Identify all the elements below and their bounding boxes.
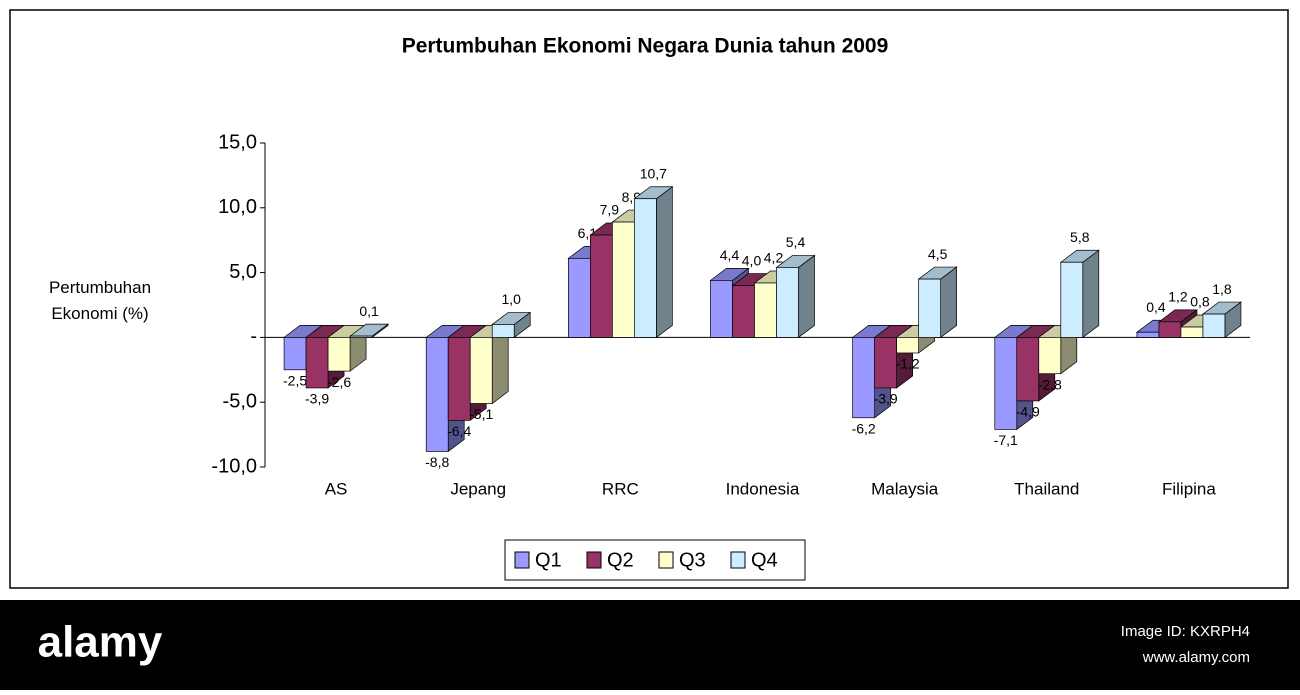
bar bbox=[917, 266, 958, 339]
bar bbox=[349, 323, 390, 339]
watermark-url: www.alamy.com bbox=[1142, 649, 1250, 666]
value-label: -3,9 bbox=[874, 391, 898, 407]
bar-front bbox=[1038, 337, 1062, 375]
y-tick-label: -10,0 bbox=[211, 455, 257, 477]
value-label: -7,1 bbox=[994, 432, 1018, 448]
bar-front bbox=[305, 337, 329, 389]
value-label: -3,9 bbox=[305, 391, 329, 407]
value-label: -2,8 bbox=[1038, 376, 1062, 392]
bar-front bbox=[447, 337, 471, 421]
value-label: 7,9 bbox=[600, 202, 620, 218]
value-label: 4,2 bbox=[764, 250, 784, 266]
bar-front bbox=[732, 285, 755, 338]
legend-swatch bbox=[730, 551, 746, 569]
value-label: -1,2 bbox=[896, 356, 920, 372]
bar bbox=[1201, 301, 1242, 339]
bar-front bbox=[754, 282, 777, 338]
y-tick-label: 5,0 bbox=[229, 261, 257, 283]
bar-side bbox=[1082, 249, 1100, 339]
value-label: 4,4 bbox=[720, 247, 740, 263]
bar-front bbox=[327, 337, 351, 372]
x-tick-label: Malaysia bbox=[871, 479, 939, 498]
legend-label: Q1 bbox=[535, 549, 562, 571]
value-label: 0,8 bbox=[1190, 294, 1210, 310]
y-tick-label: -5,0 bbox=[223, 390, 257, 412]
bar bbox=[1059, 249, 1100, 339]
bar-front bbox=[612, 221, 635, 338]
x-tick-label: Thailand bbox=[1014, 479, 1079, 498]
value-label: -2,6 bbox=[327, 374, 351, 390]
bar-side bbox=[798, 254, 815, 339]
legend-swatch bbox=[658, 551, 674, 569]
value-label: -8,8 bbox=[425, 454, 449, 470]
value-label: 1,2 bbox=[1168, 289, 1188, 305]
x-tick-label: Indonesia bbox=[726, 479, 800, 498]
value-label: 0,1 bbox=[359, 303, 379, 319]
legend-box bbox=[504, 539, 806, 581]
value-label: 5,4 bbox=[786, 234, 806, 250]
x-tick-label: Jepang bbox=[450, 479, 506, 498]
legend-swatch bbox=[514, 551, 530, 569]
bar-front bbox=[491, 324, 515, 338]
bar-front bbox=[710, 280, 733, 338]
value-label: 4,0 bbox=[742, 252, 762, 268]
bar bbox=[775, 254, 816, 339]
bar-front bbox=[1180, 326, 1204, 338]
value-label: 0,4 bbox=[1146, 299, 1166, 315]
bar-front bbox=[896, 337, 919, 354]
legend-label: Q4 bbox=[751, 549, 778, 571]
bar-front bbox=[1136, 331, 1160, 338]
y-tick-label: 10,0 bbox=[218, 196, 257, 218]
y-axis-label: Pertumbuhan Ekonomi (%) bbox=[48, 278, 152, 323]
watermark-bar bbox=[0, 600, 1300, 690]
value-label: 1,0 bbox=[501, 291, 521, 307]
value-label: 10,7 bbox=[640, 165, 667, 181]
value-label: -6,4 bbox=[447, 423, 471, 439]
bar-front bbox=[425, 337, 449, 452]
value-label: 5,8 bbox=[1070, 229, 1090, 245]
watermark-logo: alamy bbox=[38, 618, 163, 667]
value-label: -2,5 bbox=[283, 373, 307, 389]
value-label: 4,5 bbox=[928, 246, 948, 262]
bar-front bbox=[994, 337, 1018, 430]
bar-front bbox=[874, 337, 897, 389]
x-tick-label: RRC bbox=[602, 479, 639, 498]
value-label: -5,1 bbox=[469, 406, 493, 422]
bar bbox=[491, 311, 532, 339]
value-label: -4,9 bbox=[1016, 404, 1040, 420]
bar-front bbox=[1202, 313, 1226, 338]
legend-swatch bbox=[586, 551, 602, 569]
bar-front bbox=[918, 278, 941, 338]
watermark-id: Image ID: KXRPH4 bbox=[1121, 623, 1250, 640]
bar-front bbox=[349, 335, 373, 338]
bar-front bbox=[1060, 261, 1084, 338]
bar-front bbox=[469, 337, 493, 404]
bar-side bbox=[656, 186, 673, 339]
bar-front bbox=[852, 337, 875, 419]
x-tick-label: AS bbox=[325, 479, 348, 498]
bar-front bbox=[1016, 337, 1040, 402]
bar-front bbox=[1158, 321, 1182, 338]
value-label: -6,2 bbox=[852, 420, 876, 436]
value-label: 1,8 bbox=[1212, 281, 1232, 297]
x-tick-label: Filipina bbox=[1162, 479, 1216, 498]
y-tick-label: - bbox=[250, 326, 257, 348]
bar-front bbox=[568, 257, 591, 338]
chart-title: Pertumbuhan Ekonomi Negara Dunia tahun 2… bbox=[402, 35, 889, 58]
bar-front bbox=[283, 337, 307, 371]
bar-front bbox=[634, 198, 657, 338]
legend-label: Q2 bbox=[607, 549, 634, 571]
y-tick-label: 15,0 bbox=[218, 131, 257, 153]
bar-front bbox=[776, 267, 799, 338]
legend-label: Q3 bbox=[679, 549, 706, 571]
bar-front bbox=[590, 234, 613, 338]
bar bbox=[633, 186, 674, 339]
